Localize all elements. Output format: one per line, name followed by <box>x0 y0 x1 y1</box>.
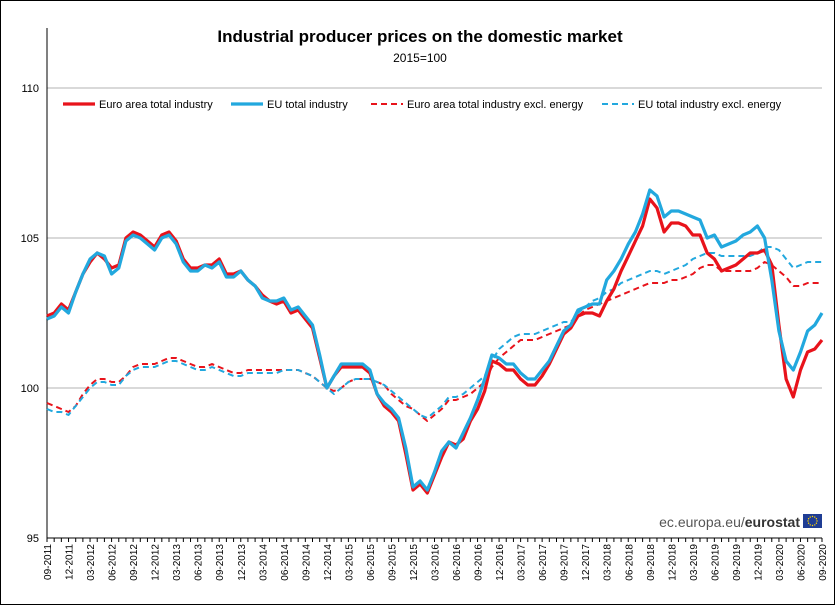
series-line-3 <box>46 246 822 419</box>
x-tick-label: 03-2018 <box>603 544 614 581</box>
eu-star <box>807 522 810 524</box>
x-tick-label: 03-2017 <box>517 544 528 581</box>
legend-label: EU total industry excl. energy <box>638 99 782 111</box>
legend: Euro area total industry EU total industr… <box>63 99 782 111</box>
eu-star <box>816 520 818 522</box>
x-tick-label: 12-2014 <box>323 544 334 581</box>
x-tick-label: 12-2016 <box>495 544 506 581</box>
eu-star <box>814 516 816 518</box>
chart-title: Industrial producer prices on the domest… <box>217 27 623 46</box>
x-tick-label: 12-2017 <box>581 544 592 581</box>
series-line-0 <box>46 197 824 495</box>
x-tick-label: 06-2016 <box>452 544 463 581</box>
eurostat-logo: ec.europa.eu/eurostat <box>659 514 822 530</box>
eu-star <box>815 522 818 524</box>
gridlines <box>47 87 822 389</box>
eu-star <box>809 524 811 526</box>
x-tick-label: 06-2018 <box>624 544 635 581</box>
y-tick-label: 105 <box>21 233 39 245</box>
series-lines <box>46 188 824 495</box>
y-tick-label: 95 <box>27 533 39 545</box>
x-tick-label: 06-2020 <box>796 544 807 581</box>
x-tick-label: 09-2020 <box>818 544 829 581</box>
eu-star <box>811 515 814 518</box>
x-tick-label: 12-2018 <box>667 544 678 581</box>
x-tick-label: 09-2016 <box>474 544 485 581</box>
x-tick-label: 09-2015 <box>387 544 398 581</box>
eu-stars-icon <box>807 515 818 527</box>
x-tick-label: 06-2014 <box>280 544 291 581</box>
brand-prefix: ec.europa.eu/ <box>659 514 745 530</box>
x-tick-label: 03-2016 <box>431 544 442 581</box>
x-tick-label: 03-2015 <box>344 544 355 581</box>
x-tick-label: 06-2015 <box>366 544 377 581</box>
x-axis: 09-2011 12-2011 03-2012 06-2012 09-2012 12-20… <box>43 537 829 581</box>
x-tick-label: 09-2013 <box>215 544 226 581</box>
x-tick-label: 09-2011 <box>43 544 54 580</box>
x-tick-label: 06-2017 <box>538 544 549 581</box>
legend-label: EU total industry <box>267 99 348 111</box>
series-line-2 <box>46 261 822 422</box>
y-tick-label: 100 <box>21 383 39 395</box>
eu-star <box>814 524 816 526</box>
x-tick-label: 09-2019 <box>732 544 743 581</box>
x-tick-label: 03-2013 <box>172 544 183 581</box>
eu-star <box>811 524 814 527</box>
chart-subtitle: 2015=100 <box>393 51 447 65</box>
x-tick-label: 09-2014 <box>301 544 312 581</box>
legend-label: Euro area total industry excl. energy <box>407 99 584 111</box>
y-axis: 95 100 105 110 <box>21 28 48 545</box>
eu-star <box>807 520 809 522</box>
x-tick-label: 03-2012 <box>86 544 97 581</box>
brand-bold: eurostat <box>745 514 801 530</box>
x-tick-label: 12-2019 <box>753 544 764 581</box>
eu-star <box>809 516 811 518</box>
x-tick-label: 12-2013 <box>237 544 248 581</box>
y-tick-label: 110 <box>21 83 39 95</box>
eu-flag-icon <box>803 514 822 528</box>
series-line-1 <box>46 188 824 492</box>
x-tick-label: 06-2012 <box>108 544 119 581</box>
x-tick-label: 03-2019 <box>689 544 700 581</box>
x-tick-label: 12-2012 <box>151 544 162 581</box>
eu-star <box>807 518 810 520</box>
eu-star <box>815 518 818 520</box>
x-tick-label: 09-2012 <box>129 544 140 581</box>
legend-label: Euro area total industry <box>99 99 213 111</box>
x-tick-label: 12-2011 <box>65 544 76 580</box>
x-tick-label: 09-2018 <box>646 544 657 581</box>
x-tick-label: 03-2014 <box>258 544 269 581</box>
x-tick-label: 09-2017 <box>560 544 571 581</box>
brand-text: ec.europa.eu/eurostat <box>659 514 800 530</box>
x-tick-label: 03-2020 <box>775 544 786 581</box>
x-tick-label: 12-2015 <box>409 544 420 581</box>
x-tick-label: 06-2013 <box>194 544 205 581</box>
x-tick-label: 06-2019 <box>710 544 721 581</box>
